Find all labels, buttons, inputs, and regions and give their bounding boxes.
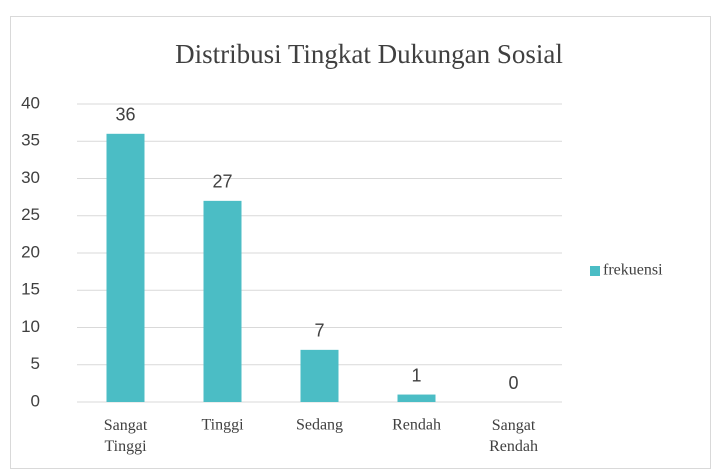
x-tick-label: Rendah [392, 417, 441, 434]
legend-label: frekuensi [603, 262, 663, 279]
y-tick-label: 10 [21, 317, 40, 336]
bar [397, 394, 436, 402]
data-label: 27 [212, 172, 232, 192]
chart-title: Distribusi Tingkat Dukungan Sosial [175, 39, 563, 69]
bar [203, 200, 242, 402]
y-tick-label: 5 [31, 354, 40, 373]
y-tick-label: 0 [31, 391, 40, 410]
y-tick-label: 30 [21, 168, 40, 187]
data-label: 7 [314, 321, 324, 341]
data-label: 36 [115, 105, 135, 125]
y-tick-label: 35 [21, 131, 40, 150]
bar [300, 349, 339, 402]
data-label: 0 [508, 373, 518, 393]
legend-swatch [590, 266, 600, 276]
x-tick-label: Sangat Rendah [489, 417, 538, 455]
y-tick-label: 20 [21, 242, 40, 261]
y-tick-label: 40 [21, 93, 40, 112]
x-tick-label: Sangat Tinggi [104, 417, 148, 455]
y-tick-label: 25 [21, 205, 40, 224]
bar [106, 133, 145, 403]
x-tick-label: Tinggi [201, 417, 244, 434]
data-label: 1 [411, 365, 421, 385]
y-tick-label: 15 [21, 280, 40, 299]
x-tick-label: Sedang [296, 417, 343, 434]
